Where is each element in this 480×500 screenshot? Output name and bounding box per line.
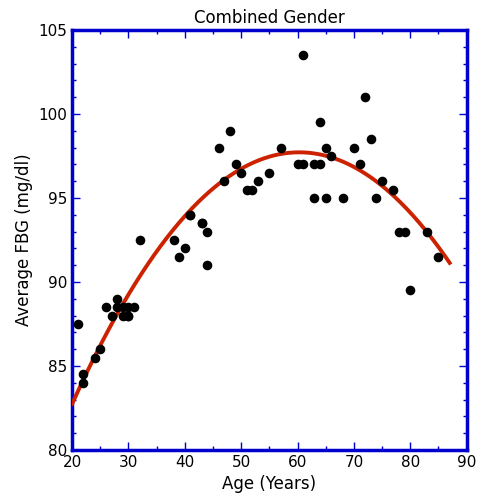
Point <box>79 379 87 387</box>
Point <box>220 177 228 185</box>
Point <box>226 127 233 135</box>
Point <box>197 219 205 227</box>
Point <box>366 135 374 143</box>
Point <box>74 320 82 328</box>
Point <box>360 93 368 101</box>
Point <box>231 160 239 168</box>
Point <box>242 186 250 194</box>
Point <box>203 228 211 235</box>
Point <box>394 228 402 235</box>
Point <box>406 286 413 294</box>
X-axis label: Age (Years): Age (Years) <box>222 476 316 494</box>
Point <box>327 152 335 160</box>
Point <box>422 228 430 235</box>
Point <box>248 186 256 194</box>
Point <box>254 177 262 185</box>
Point <box>136 236 144 244</box>
Point <box>355 160 362 168</box>
Point <box>310 160 318 168</box>
Point <box>113 303 121 311</box>
Point <box>119 312 126 320</box>
Y-axis label: Average FBG (mg/dl): Average FBG (mg/dl) <box>15 154 33 326</box>
Point <box>102 303 109 311</box>
Point <box>130 303 138 311</box>
Point <box>400 228 408 235</box>
Point <box>377 177 385 185</box>
Point <box>389 186 396 194</box>
Point <box>315 118 323 126</box>
Point <box>124 303 132 311</box>
Point <box>186 211 194 219</box>
Point <box>315 160 323 168</box>
Point <box>119 303 126 311</box>
Point <box>180 244 188 252</box>
Point <box>293 160 301 168</box>
Point <box>338 194 346 202</box>
Point <box>91 354 98 362</box>
Point <box>186 211 194 219</box>
Point <box>79 370 87 378</box>
Point <box>321 144 329 152</box>
Point <box>108 312 115 320</box>
Point <box>197 219 205 227</box>
Point <box>96 345 104 353</box>
Point <box>215 144 222 152</box>
Point <box>237 169 244 177</box>
Point <box>169 236 177 244</box>
Point <box>433 253 441 261</box>
Point <box>276 144 284 152</box>
Point <box>310 194 318 202</box>
Point <box>113 295 121 303</box>
Point <box>175 253 183 261</box>
Point <box>372 194 380 202</box>
Point <box>299 160 306 168</box>
Point <box>124 312 132 320</box>
Point <box>124 312 132 320</box>
Point <box>203 261 211 269</box>
Point <box>299 51 306 59</box>
Point <box>321 194 329 202</box>
Title: Combined Gender: Combined Gender <box>193 9 344 27</box>
Point <box>349 144 357 152</box>
Point <box>265 169 273 177</box>
